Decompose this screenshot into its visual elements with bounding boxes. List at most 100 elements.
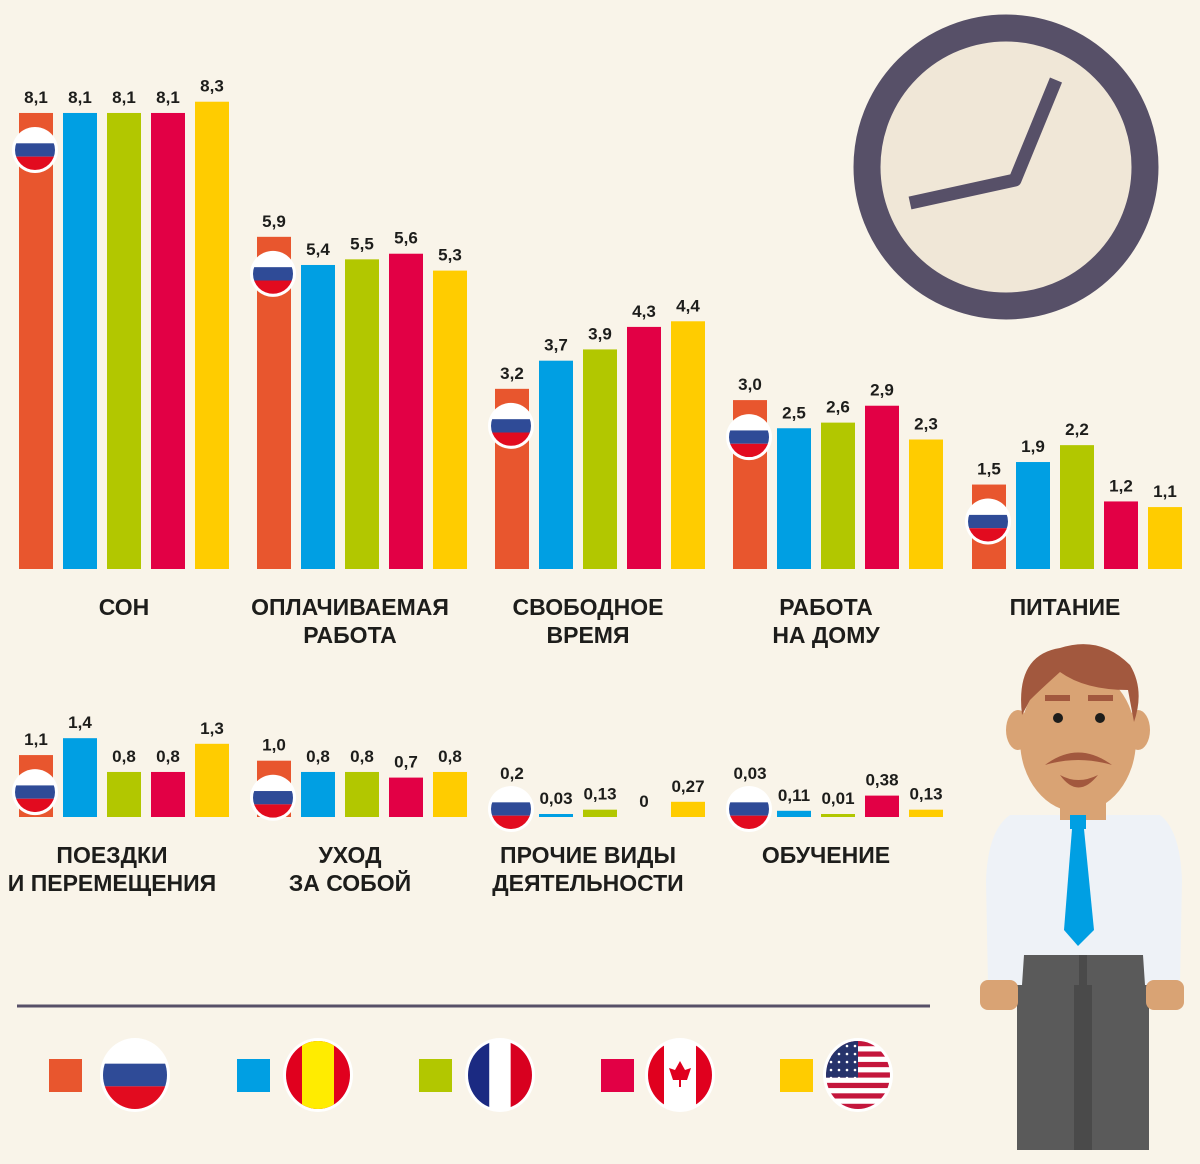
data-label: 1,9 (1021, 437, 1045, 456)
bar (301, 264, 335, 569)
france-flag-icon (465, 1038, 535, 1112)
bar (195, 743, 229, 817)
data-label: 3,2 (500, 364, 524, 383)
bar (1016, 462, 1050, 569)
data-label: 8,3 (200, 77, 224, 96)
bar (865, 405, 899, 569)
data-label: 5,5 (350, 234, 374, 253)
legend-swatch (49, 1059, 82, 1092)
category-label: ДЕЯТЕЛЬНОСТИ (492, 870, 683, 896)
data-label: 8,1 (112, 88, 136, 107)
category-label: ПИТАНИЕ (1010, 594, 1121, 620)
data-label: 8,1 (24, 88, 48, 107)
data-label: 0,38 (865, 771, 898, 790)
bar (539, 814, 573, 817)
data-label: 0,8 (112, 747, 136, 766)
businessman-illustration (980, 644, 1184, 1150)
legend-swatch (419, 1059, 452, 1092)
bar (671, 321, 705, 569)
russia-flag-icon (12, 769, 58, 816)
canada-flag-icon (645, 1038, 715, 1112)
bar-group: 0,03 0,11 0,01 0,38 0,13 ОБУЧЕНИЕ (726, 764, 943, 868)
category-label: ПРОЧИЕ ВИДЫ (500, 842, 676, 868)
data-label: 3,0 (738, 375, 762, 394)
bar (151, 112, 185, 569)
data-label: 1,3 (200, 719, 224, 738)
data-label: 5,6 (394, 229, 418, 248)
legend-item (419, 1038, 535, 1112)
data-label: 4,3 (632, 302, 656, 321)
legend-item (780, 1038, 893, 1112)
russia-flag-icon (726, 414, 772, 461)
data-label: 2,9 (870, 381, 894, 400)
bar (107, 771, 141, 817)
bar (777, 810, 811, 817)
bar (151, 771, 185, 817)
bar (433, 270, 467, 569)
bar (345, 771, 379, 817)
bar (107, 112, 141, 569)
legend-item (49, 1038, 170, 1112)
data-label: 1,0 (262, 736, 286, 755)
category-label: ОБУЧЕНИЕ (762, 842, 890, 868)
bar (433, 771, 467, 817)
category-label: ВРЕМЯ (547, 622, 630, 648)
data-label: 5,4 (306, 240, 330, 259)
data-label: 4,4 (676, 296, 700, 315)
bar (389, 777, 423, 817)
legend-item (601, 1038, 715, 1112)
data-label: 0,8 (438, 747, 462, 766)
data-label: 8,1 (156, 88, 180, 107)
data-label: 2,5 (782, 403, 806, 422)
bar (1104, 501, 1138, 569)
data-label: 1,1 (1153, 482, 1177, 501)
legend-swatch (780, 1059, 813, 1092)
bar (19, 112, 53, 569)
bar-group: 1,5 1,9 2,2 1,2 1,1 ПИТАНИЕ (965, 420, 1182, 620)
legend-swatch (237, 1059, 270, 1092)
bar (909, 439, 943, 569)
bar (301, 771, 335, 817)
data-label: 1,5 (977, 460, 1001, 479)
data-label: 3,7 (544, 336, 568, 355)
bar (63, 738, 97, 817)
usa-flag-icon (823, 1038, 893, 1112)
bar (671, 801, 705, 817)
data-label: 1,2 (1109, 476, 1133, 495)
bar-group: 8,1 8,1 8,1 8,1 8,3 СОН (12, 77, 229, 620)
data-label: 0,13 (583, 785, 616, 804)
clock-icon (853, 14, 1159, 320)
category-label: И ПЕРЕМЕЩЕНИЯ (8, 870, 216, 896)
category-label: ЗА СОБОЙ (289, 869, 411, 896)
bar (865, 795, 899, 817)
legend (49, 1038, 893, 1112)
russia-flag-icon (488, 786, 534, 832)
data-label: 5,3 (438, 246, 462, 265)
bar (195, 101, 229, 570)
data-label: 2,3 (914, 415, 938, 434)
data-label: 5,9 (262, 212, 286, 231)
data-label: 0,7 (394, 753, 418, 772)
category-label: ОПЛАЧИВАЕМАЯ (251, 594, 449, 620)
category-label: УХОД (318, 842, 381, 868)
bar (777, 428, 811, 569)
data-label: 1,1 (24, 730, 48, 749)
data-label: 0,11 (778, 786, 810, 805)
bar (909, 809, 943, 817)
russia-flag-icon (965, 498, 1011, 545)
bar (389, 253, 423, 569)
data-label: 0,8 (350, 747, 374, 766)
data-label: 0,13 (909, 785, 942, 804)
data-label: 0,03 (733, 764, 766, 783)
data-label: 8,1 (68, 88, 92, 107)
russia-flag-icon (250, 250, 296, 297)
bar (583, 349, 617, 569)
category-label: ПОЕЗДКИ (56, 842, 167, 868)
